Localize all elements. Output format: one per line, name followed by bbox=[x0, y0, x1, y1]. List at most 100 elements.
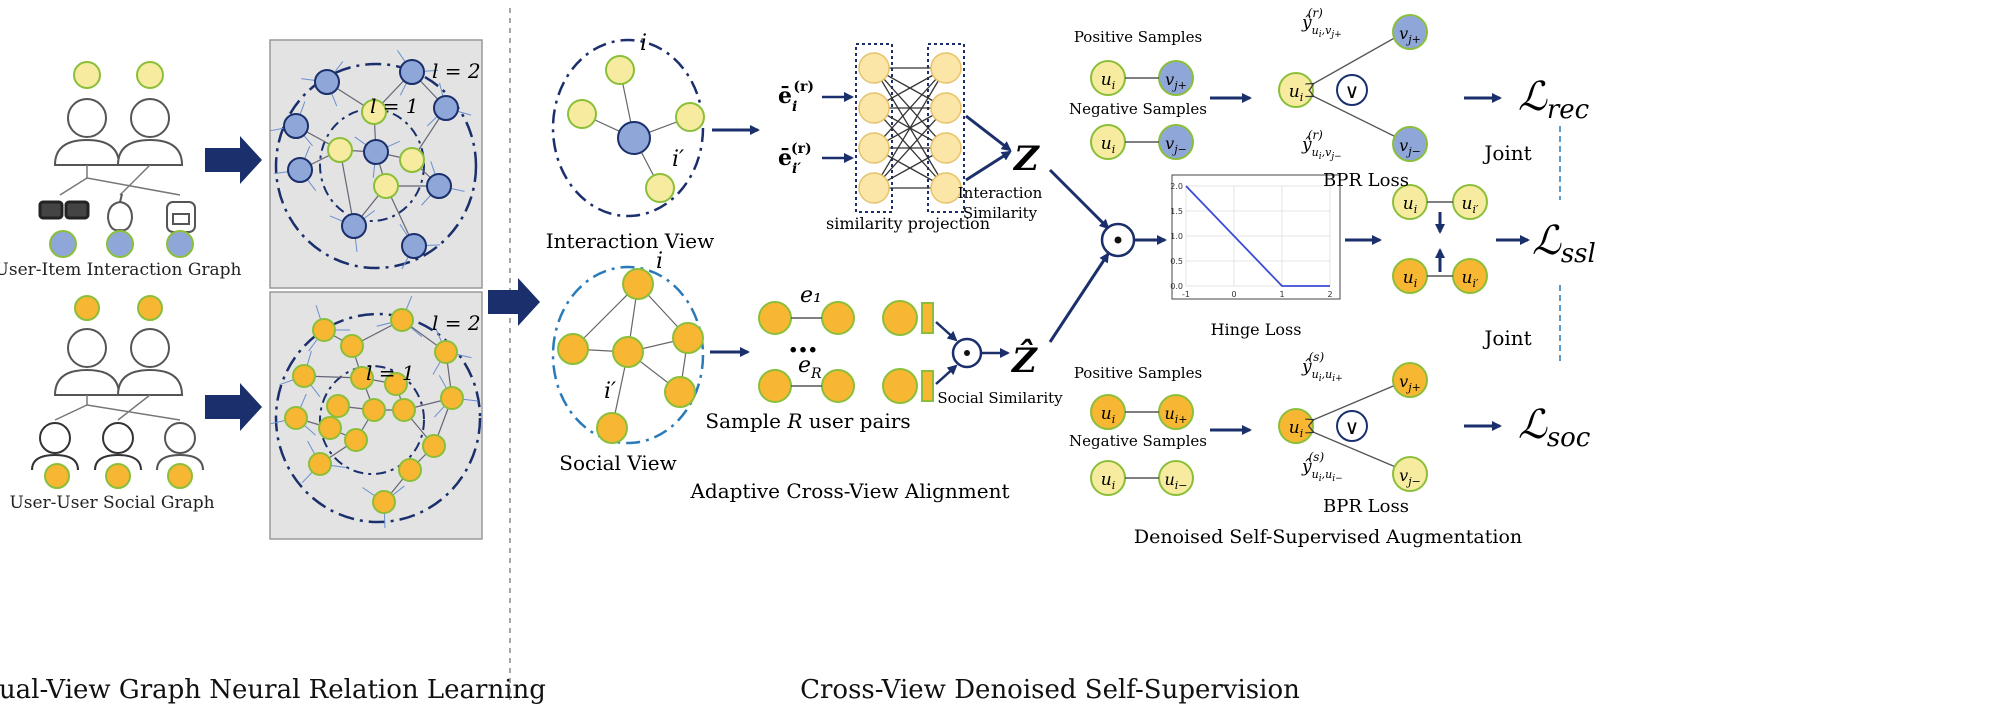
z-label: Z bbox=[1012, 139, 1040, 179]
user-node bbox=[390, 308, 414, 332]
svg-text:ui: ui bbox=[1289, 418, 1303, 440]
svg-text:ui: ui bbox=[1101, 70, 1115, 92]
user-node bbox=[384, 372, 408, 396]
eR-label: eR bbox=[798, 353, 822, 382]
score-positive-label: ŷui,vj+(r) bbox=[1301, 6, 1342, 40]
svg-text:∨: ∨ bbox=[1345, 79, 1360, 103]
similarity-projection-network: similarity projection bbox=[826, 43, 990, 233]
social-view: i i′ Social View bbox=[551, 249, 705, 475]
layer-two-label: l = 2 bbox=[432, 311, 481, 335]
uu-graph-label: User-User Social Graph bbox=[9, 493, 214, 513]
node-i-prime-label: i′ bbox=[672, 147, 684, 172]
neuron-node bbox=[930, 52, 962, 84]
x-tick-label: 1 bbox=[1279, 290, 1284, 299]
user-user-graph: User-User Social Graph bbox=[9, 295, 215, 513]
hinge-loss-label: Hinge Loss bbox=[1211, 320, 1302, 339]
node-i-prime-label: i′ bbox=[604, 379, 616, 404]
embedding-i-label: ēi(r) bbox=[778, 79, 814, 115]
x-tick-label: 2 bbox=[1327, 290, 1332, 299]
backpack-icon bbox=[166, 201, 196, 233]
score-positive-label: ŷui,ui+(s) bbox=[1301, 350, 1343, 384]
graph-edges bbox=[59, 164, 181, 196]
user-node bbox=[392, 398, 416, 422]
left-panel: User-Item Interaction Graph bbox=[0, 39, 546, 705]
gnn-panel-social: l = 2 l = 1 bbox=[269, 291, 483, 540]
adaptive-alignment-label: Adaptive Cross-View Alignment bbox=[689, 479, 1009, 503]
person-icon bbox=[31, 422, 79, 471]
user-node bbox=[399, 147, 425, 173]
user-node bbox=[372, 490, 396, 514]
person-icon bbox=[53, 328, 121, 396]
y-tick-label: 1.0 bbox=[1170, 232, 1183, 241]
ssl-pairs: ui ui′ ui ui′ bbox=[1392, 184, 1488, 294]
item-node bbox=[49, 230, 77, 258]
user-node bbox=[434, 340, 458, 364]
score-negative-label: ŷui,vj−(r) bbox=[1301, 128, 1342, 162]
denoised-aug-label: Denoised Self-Supervised Augmentation bbox=[1134, 526, 1522, 548]
z-hat-label: Ẑ bbox=[1010, 339, 1038, 381]
user-node bbox=[284, 406, 308, 430]
vee-operator-icon bbox=[1336, 410, 1368, 442]
vee-operator-icon bbox=[1336, 74, 1368, 106]
right-panel-title: Cross-View Denoised Self-Supervision bbox=[800, 675, 1300, 705]
user-node bbox=[73, 61, 101, 89]
e1-label: e₁ bbox=[800, 283, 822, 308]
svg-text:ui: ui bbox=[1289, 82, 1303, 104]
social-view-label: Social View bbox=[559, 451, 676, 475]
user-node bbox=[74, 295, 100, 321]
layer-two-label: l = 2 bbox=[432, 59, 481, 83]
user-item-graph: User-Item Interaction Graph bbox=[0, 61, 242, 280]
arrow-right-icon bbox=[205, 383, 262, 431]
neuron-node bbox=[858, 52, 890, 84]
hinge-loss-chart: -1 0 1 2 0.0 0.5 1.0 1.5 2.0 Hinge Loss bbox=[1170, 174, 1341, 339]
interaction-similarity-label: Interaction Similarity bbox=[958, 184, 1043, 222]
item-node bbox=[399, 59, 425, 85]
loss-ssl-label: ℒssl bbox=[1532, 218, 1596, 269]
graph-edges bbox=[54, 394, 181, 421]
item-node bbox=[106, 230, 134, 258]
person-icon bbox=[116, 98, 184, 166]
gnn-panel-interaction: l = 1 l = 2 bbox=[269, 39, 483, 289]
user-node bbox=[105, 463, 131, 489]
user-node bbox=[340, 334, 364, 358]
user-node bbox=[44, 463, 70, 489]
svg-text:ui: ui bbox=[1101, 134, 1115, 156]
x-tick-label: 0 bbox=[1231, 290, 1236, 299]
layer-one-label: l = 1 bbox=[370, 94, 419, 118]
svg-text:ui: ui bbox=[1403, 194, 1417, 216]
item-node bbox=[433, 95, 459, 121]
y-tick-label: 0.0 bbox=[1170, 282, 1183, 291]
positive-samples-label: Positive Samples bbox=[1074, 364, 1202, 382]
arrow-right-icon bbox=[205, 136, 262, 184]
user-node bbox=[362, 398, 386, 422]
y-tick-label: 0.5 bbox=[1170, 257, 1183, 266]
person-icon bbox=[156, 422, 204, 471]
svg-text:∨: ∨ bbox=[1345, 415, 1360, 439]
person-icon bbox=[94, 422, 142, 471]
loss-soc-label: ℒsoc bbox=[1518, 402, 1591, 453]
user-node bbox=[350, 366, 374, 390]
user-node bbox=[422, 434, 446, 458]
left-panel-title: Dual-View Graph Neural Relation Learning bbox=[0, 675, 546, 705]
sample-user-pairs: e₁ … eR Sample R user pairs bbox=[705, 283, 910, 433]
neuron-node bbox=[930, 92, 962, 124]
user-node bbox=[326, 394, 350, 418]
user-node bbox=[440, 386, 464, 410]
user-node bbox=[318, 416, 342, 440]
svg-text:ui: ui bbox=[1101, 470, 1115, 492]
rec-block: Positive Samples ui vj+ Negative Samples… bbox=[1069, 6, 1590, 191]
joint-label: Joint bbox=[1482, 326, 1531, 350]
svg-text:ui: ui bbox=[1403, 268, 1417, 290]
neuron-node bbox=[858, 132, 890, 164]
item-node bbox=[401, 233, 427, 259]
negative-samples-label: Negative Samples bbox=[1069, 432, 1207, 450]
svg-text:ui: ui bbox=[1101, 404, 1115, 426]
similarity-projection-label: similarity projection bbox=[826, 214, 990, 233]
glasses-icon bbox=[38, 200, 90, 220]
score-negative-label: ŷui,ui−(s) bbox=[1301, 450, 1343, 484]
bpr-loss-label: BPR Loss bbox=[1323, 496, 1409, 517]
interaction-view-label: Interaction View bbox=[546, 229, 715, 253]
item-node bbox=[341, 213, 367, 239]
